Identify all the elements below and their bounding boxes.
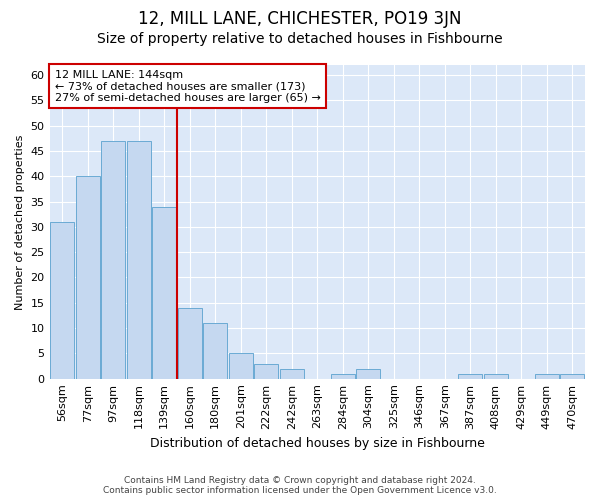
Bar: [280, 368, 304, 378]
Bar: [560, 374, 584, 378]
Bar: [127, 141, 151, 378]
Bar: [331, 374, 355, 378]
Bar: [203, 323, 227, 378]
Y-axis label: Number of detached properties: Number of detached properties: [15, 134, 25, 310]
Bar: [178, 308, 202, 378]
Bar: [356, 368, 380, 378]
Bar: [76, 176, 100, 378]
Bar: [50, 222, 74, 378]
Bar: [101, 141, 125, 378]
Bar: [229, 354, 253, 378]
Bar: [458, 374, 482, 378]
Text: Contains HM Land Registry data © Crown copyright and database right 2024.
Contai: Contains HM Land Registry data © Crown c…: [103, 476, 497, 495]
Bar: [152, 206, 176, 378]
Bar: [484, 374, 508, 378]
Text: 12 MILL LANE: 144sqm
← 73% of detached houses are smaller (173)
27% of semi-deta: 12 MILL LANE: 144sqm ← 73% of detached h…: [55, 70, 321, 103]
X-axis label: Distribution of detached houses by size in Fishbourne: Distribution of detached houses by size …: [150, 437, 485, 450]
Bar: [535, 374, 559, 378]
Text: 12, MILL LANE, CHICHESTER, PO19 3JN: 12, MILL LANE, CHICHESTER, PO19 3JN: [138, 10, 462, 28]
Text: Size of property relative to detached houses in Fishbourne: Size of property relative to detached ho…: [97, 32, 503, 46]
Bar: [254, 364, 278, 378]
